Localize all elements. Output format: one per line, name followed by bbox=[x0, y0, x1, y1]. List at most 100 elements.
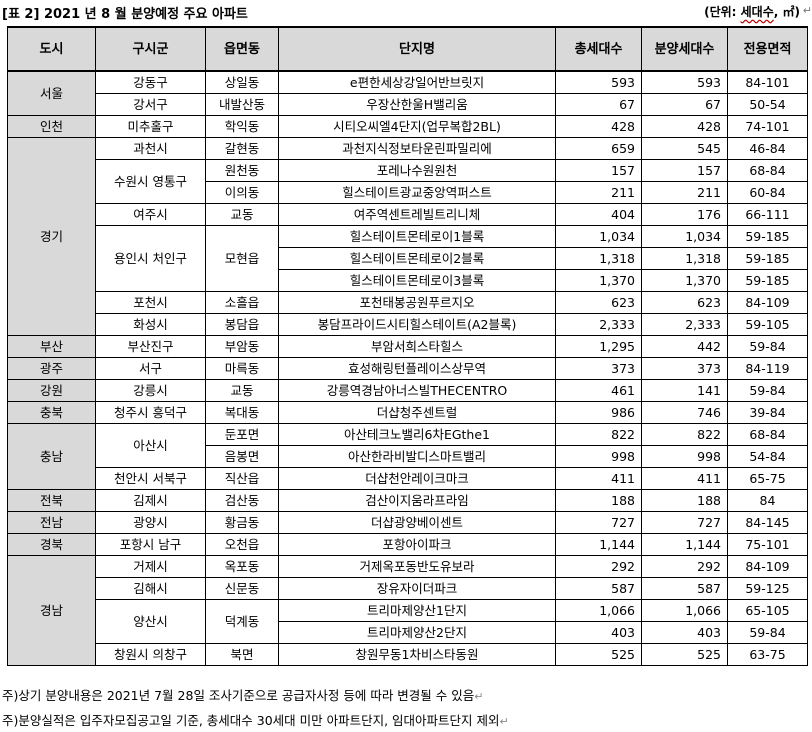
complex-cell: 트리마제양산1단지 bbox=[278, 599, 556, 622]
table-row: 전북 김제시 검산동 검산이지움라프라임 188 188 84 bbox=[7, 489, 808, 512]
dong-cell: 복대동 bbox=[205, 401, 279, 424]
gu-cell: 포천시 bbox=[95, 291, 206, 314]
table-row: 충북 청주시 흥덕구 복대동 더샵청주센트럴 986 746 39-84 bbox=[7, 401, 808, 424]
complex-cell: 포천태봉공원푸르지오 bbox=[278, 291, 556, 314]
complex-cell: 창원무동1차비스타동원 bbox=[278, 643, 556, 666]
total-cell: 188 bbox=[555, 489, 642, 512]
dong-cell: 부암동 bbox=[205, 335, 279, 358]
total-cell: 67 bbox=[555, 93, 642, 116]
apartment-table: 도시 구시군 읍면동 단지명 총세대수 분양세대수 전용면적 서울 강동구 상일… bbox=[7, 26, 808, 666]
sale-cell: 373 bbox=[641, 357, 728, 380]
dong-cell: 검산동 bbox=[205, 489, 279, 512]
gu-cell: 거제시 bbox=[95, 555, 206, 578]
dong-cell: 둔포면 bbox=[205, 423, 279, 446]
area-cell: 65-105 bbox=[727, 599, 808, 622]
table-row: 화성시 봉담읍 봉담프라이드시티힐스테이트(A2블록) 2,333 2,333 … bbox=[8, 313, 808, 336]
complex-cell: 검산이지움라프라임 bbox=[278, 489, 556, 512]
total-cell: 404 bbox=[555, 203, 642, 226]
city-cell: 전남 bbox=[7, 511, 96, 534]
total-cell: 986 bbox=[555, 401, 642, 424]
table-row: 경북 포항시 남구 오천읍 포항아이파크 1,144 1,144 75-101 bbox=[7, 533, 808, 556]
area-cell: 66-111 bbox=[727, 203, 808, 226]
sale-cell: 176 bbox=[641, 203, 728, 226]
dong-cell: 오천읍 bbox=[205, 533, 279, 556]
paragraph-mark-icon: ↵ bbox=[474, 690, 484, 703]
gu-cell: 아산시 bbox=[95, 423, 206, 468]
table-title: [표 2] 2021 년 8 월 분양예정 주요 아파트 bbox=[2, 7, 248, 22]
complex-cell: 봉담프라이드시티힐스테이트(A2블록) bbox=[278, 313, 556, 336]
sale-cell: 1,066 bbox=[641, 599, 728, 622]
total-cell: 1,318 bbox=[555, 247, 642, 270]
footnote-1: 주)상기 분양내용은 2021년 7월 28일 조사기준으로 공급자사정 등에 … bbox=[2, 685, 483, 704]
complex-cell: 여주역센트레빌트리니체 bbox=[278, 203, 556, 226]
complex-cell: 강릉역경남아너스빌THECENTRO bbox=[278, 379, 556, 402]
total-cell: 1,370 bbox=[555, 269, 642, 292]
city-cell: 서울 bbox=[7, 70, 96, 116]
complex-cell: 거제옥포동반도유보라 bbox=[278, 555, 556, 578]
city-cell: 강원 bbox=[7, 379, 96, 402]
dong-cell: 학익동 bbox=[205, 115, 279, 138]
sale-cell: 1,034 bbox=[641, 225, 728, 248]
unit-suffix: , ㎡) bbox=[773, 5, 800, 19]
sale-cell: 188 bbox=[641, 489, 728, 512]
dong-cell: 이의동 bbox=[205, 181, 279, 204]
total-cell: 403 bbox=[555, 621, 642, 644]
table-row: 인천 미추홀구 학익동 시티오씨엘4단지(업무복합2BL) 428 428 74… bbox=[7, 115, 808, 138]
sale-cell: 141 bbox=[641, 379, 728, 402]
table-row: 여주시 교동 여주역센트레빌트리니체 404 176 66-111 bbox=[8, 203, 808, 226]
area-cell: 84-145 bbox=[727, 511, 808, 534]
dong-cell: 음봉면 bbox=[205, 445, 279, 468]
complex-cell: 과천지식정보타운린파밀리에 bbox=[278, 137, 556, 160]
table-row: 포천시 소흘읍 포천태봉공원푸르지오 623 623 84-109 bbox=[8, 291, 808, 314]
complex-cell: 힐스테이트몬테로이1블록 bbox=[278, 225, 556, 248]
complex-cell: e편한세상강일어반브릿지 bbox=[278, 70, 556, 94]
paragraph-mark-icon: ↵ bbox=[499, 715, 509, 728]
complex-cell: 힐스테이트광교중앙역퍼스트 bbox=[278, 181, 556, 204]
dong-cell: 황금동 bbox=[205, 511, 279, 534]
complex-cell: 시티오씨엘4단지(업무복합2BL) bbox=[278, 115, 556, 138]
total-cell: 461 bbox=[555, 379, 642, 402]
sale-cell: 67 bbox=[641, 93, 728, 116]
header-area: 전용면적 bbox=[727, 26, 808, 72]
area-cell: 84 bbox=[727, 489, 808, 512]
city-cell: 부산 bbox=[7, 335, 96, 358]
gu-cell: 양산시 bbox=[95, 599, 206, 644]
sale-cell: 292 bbox=[641, 555, 728, 578]
sale-cell: 545 bbox=[641, 137, 728, 160]
dong-cell: 갈현동 bbox=[205, 137, 279, 160]
unit-underlined: 세대수 bbox=[740, 5, 774, 19]
complex-cell: 더샵청주센트럴 bbox=[278, 401, 556, 424]
gu-cell: 강동구 bbox=[95, 70, 206, 94]
gu-cell: 수원시 영통구 bbox=[95, 159, 206, 204]
sale-cell: 211 bbox=[641, 181, 728, 204]
paragraph-mark-icon: ↵ bbox=[802, 4, 812, 17]
area-cell: 39-84 bbox=[727, 401, 808, 424]
area-cell: 59-84 bbox=[727, 335, 808, 358]
sale-cell: 428 bbox=[641, 115, 728, 138]
total-cell: 727 bbox=[555, 511, 642, 534]
sale-cell: 727 bbox=[641, 511, 728, 534]
header-row: 도시 구시군 읍면동 단지명 총세대수 분양세대수 전용면적 bbox=[7, 26, 808, 72]
dong-cell: 모현읍 bbox=[205, 225, 279, 292]
gu-cell: 부산진구 bbox=[95, 335, 206, 358]
gu-cell: 화성시 bbox=[95, 313, 206, 336]
area-cell: 84-109 bbox=[727, 555, 808, 578]
city-cell: 광주 bbox=[7, 357, 96, 380]
total-cell: 587 bbox=[555, 577, 642, 600]
sale-cell: 157 bbox=[641, 159, 728, 182]
total-cell: 659 bbox=[555, 137, 642, 160]
complex-cell: 힐스테이트몬테로이2블록 bbox=[278, 247, 556, 270]
area-cell: 59-185 bbox=[727, 269, 808, 292]
city-cell: 인천 bbox=[7, 115, 96, 138]
dong-cell: 덕계동 bbox=[205, 599, 279, 644]
sale-cell: 593 bbox=[641, 70, 728, 94]
header-city: 도시 bbox=[7, 26, 96, 72]
sale-cell: 1,144 bbox=[641, 533, 728, 556]
gu-cell: 청주시 흥덕구 bbox=[95, 401, 206, 424]
unit-prefix: (단위: bbox=[704, 5, 741, 19]
gu-cell: 김해시 bbox=[95, 577, 206, 600]
city-cell: 경북 bbox=[7, 533, 96, 556]
footnote-2-text: 주)분양실적은 입주자모집공고일 기준, 총세대수 30세대 미만 아파트단지,… bbox=[2, 713, 500, 728]
total-cell: 211 bbox=[555, 181, 642, 204]
dong-cell: 상일동 bbox=[205, 70, 279, 94]
